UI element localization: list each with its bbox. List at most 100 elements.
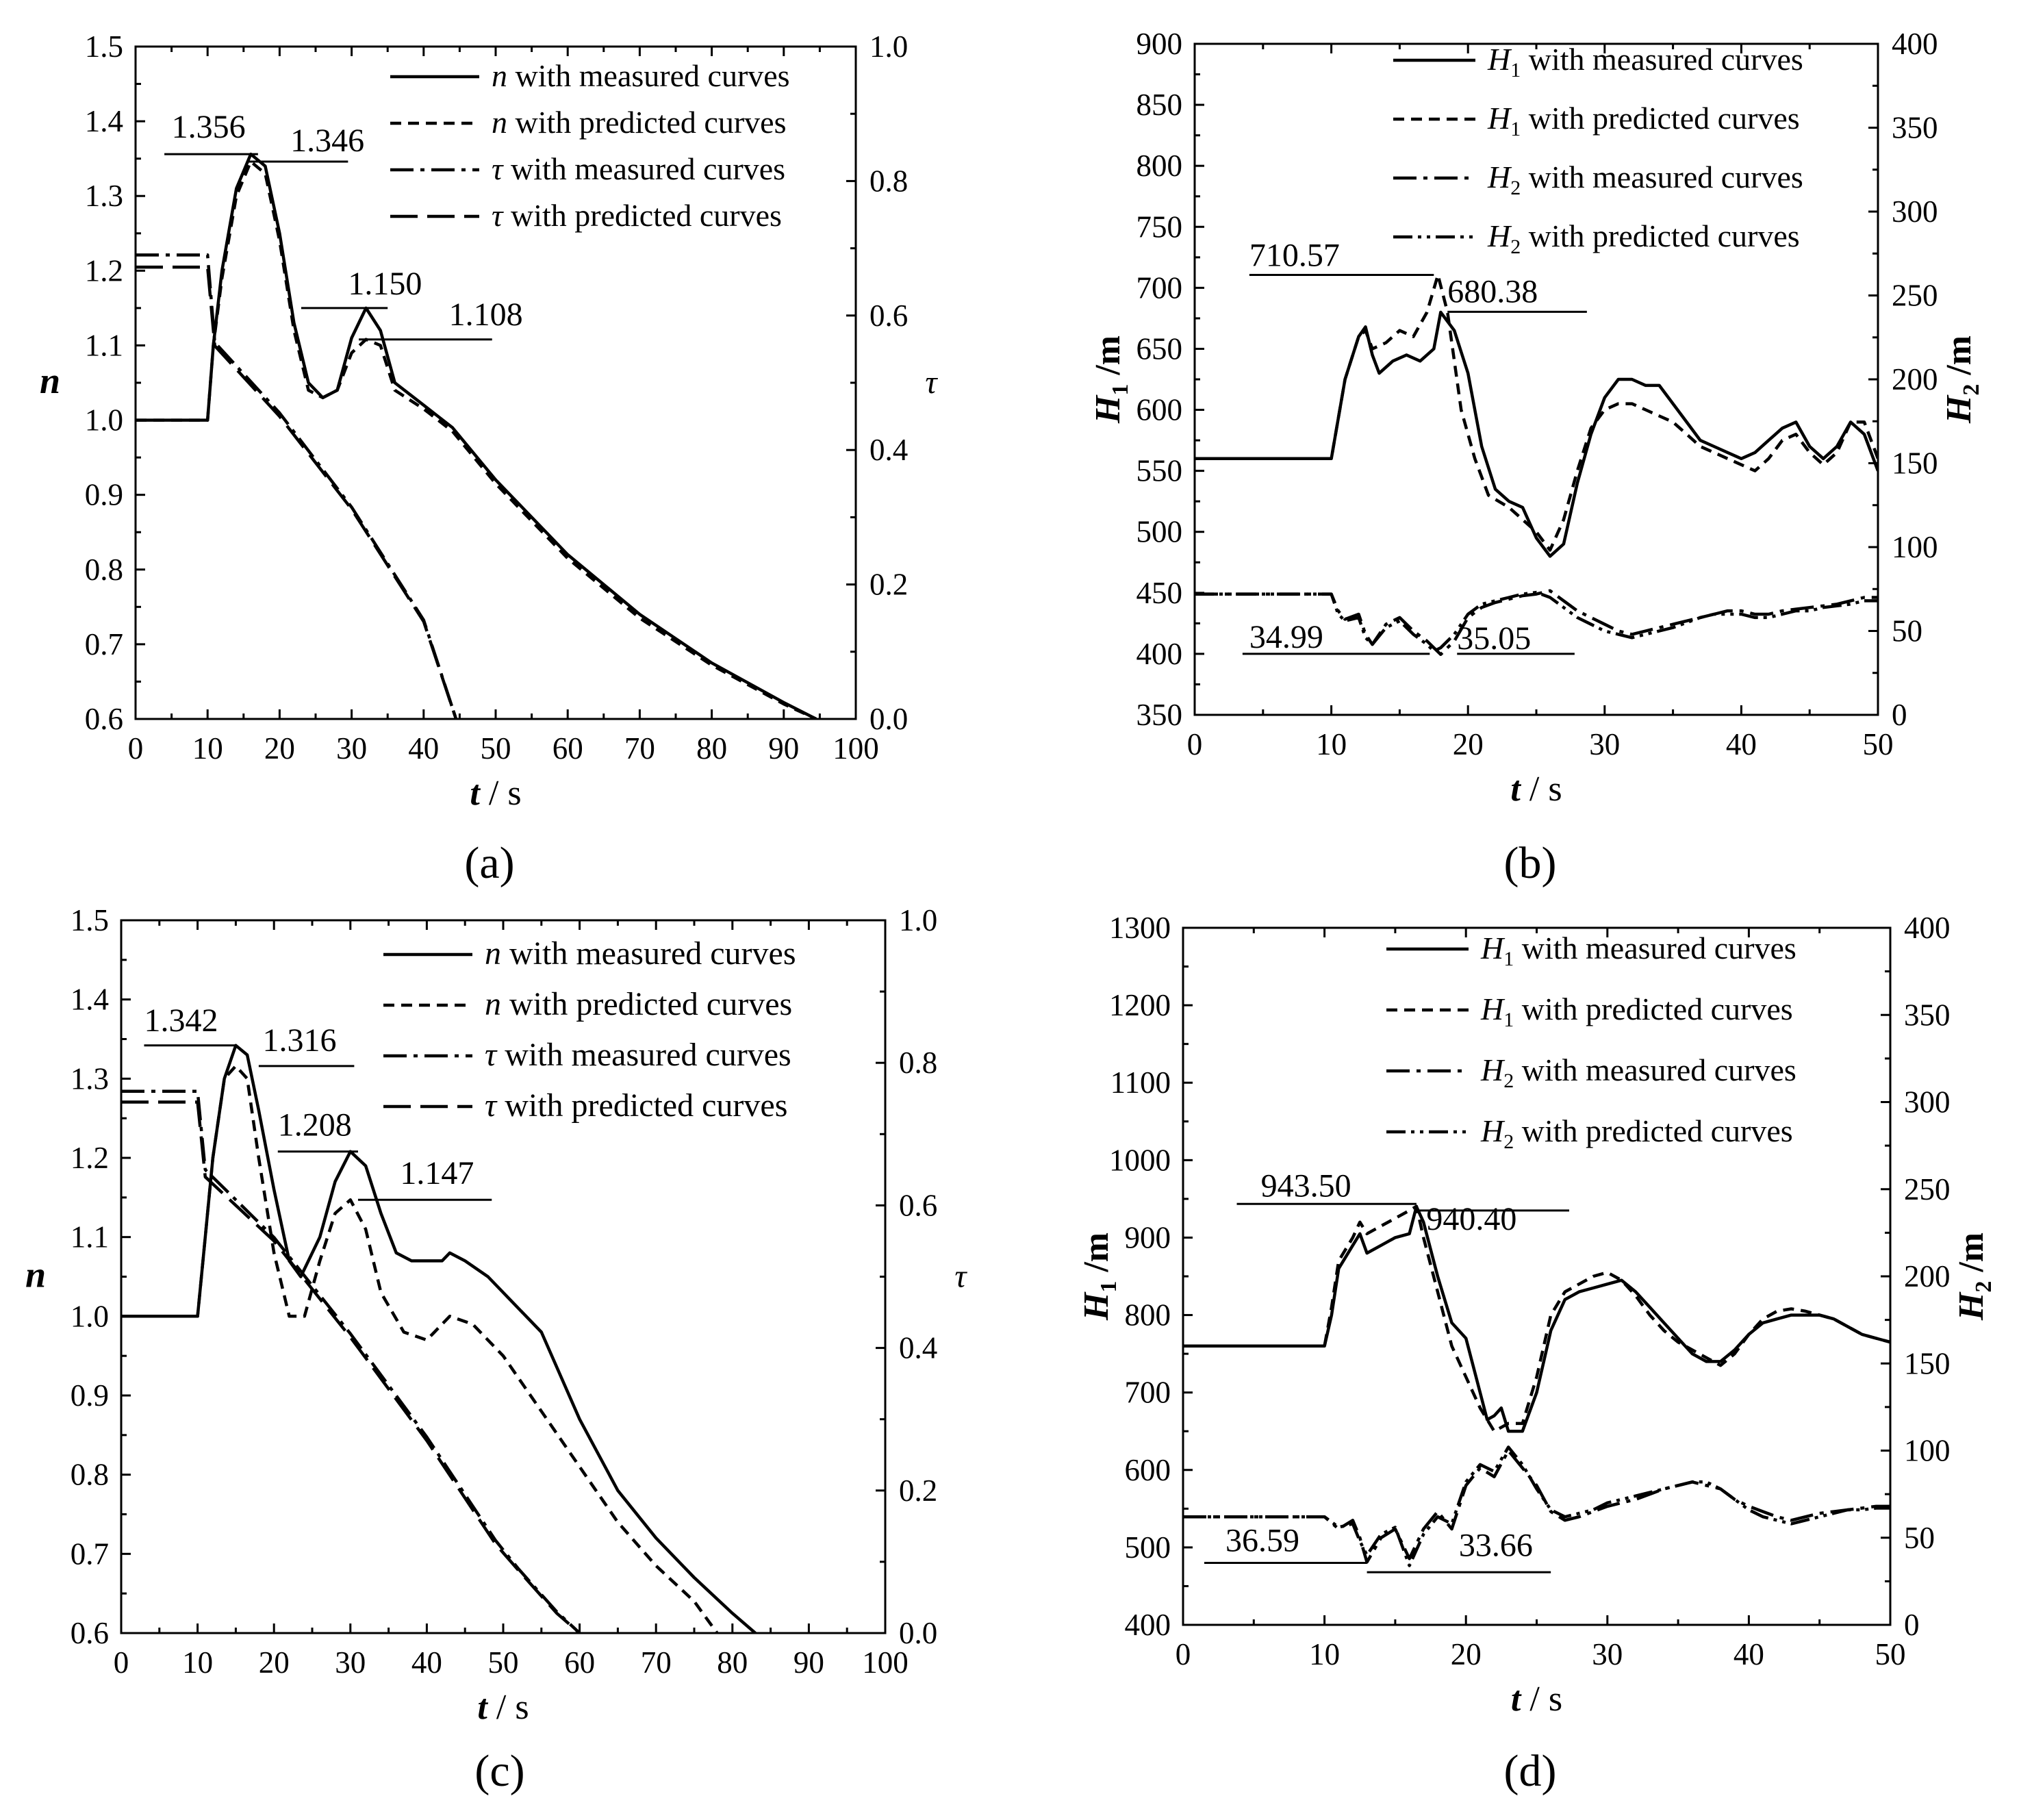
y-left-tick-label: 550 <box>1136 454 1183 488</box>
legend-entry: H1 with predicted curves <box>1487 101 1800 140</box>
y-left-tick-label: 1.4 <box>71 983 109 1017</box>
x-tick-label: 10 <box>182 1645 213 1680</box>
y-left-tick-label: 1.5 <box>71 903 109 937</box>
x-tick-label: 20 <box>1453 727 1484 761</box>
y-right-tick-label: 50 <box>1892 614 1922 648</box>
series-line-n-with-measured-curves <box>121 1044 757 1633</box>
legend-entry: n with measured curves <box>492 58 790 93</box>
legend-entry: n with predicted curves <box>492 105 786 140</box>
y-right-unit: /m <box>1952 1233 1991 1281</box>
y-left-axis-title: H1 /m <box>1089 336 1133 424</box>
x-axis-title: t / s <box>1511 1680 1562 1719</box>
y-left-tick-label: 1.3 <box>85 179 123 213</box>
y-right-tick-label: 300 <box>1904 1085 1951 1120</box>
y-right-tick-label: 0.2 <box>899 1474 937 1508</box>
legend-entry: n with predicted curves <box>485 986 792 1022</box>
legend-text: with measured curves <box>503 151 785 186</box>
y-left-tick-label: 0.6 <box>71 1616 109 1650</box>
y-right-tick-label: 250 <box>1892 279 1938 313</box>
y-left-tick-label: 850 <box>1136 88 1183 122</box>
y-right-tick-label: 0.6 <box>869 299 908 333</box>
x-axis-title: t / s <box>477 1688 529 1727</box>
y-right-tick-label: 0.8 <box>899 1046 937 1080</box>
y-left-tick-label: 0.9 <box>85 478 123 512</box>
annotation-label: 1.150 <box>348 266 422 302</box>
legend-symbol: n <box>485 935 501 972</box>
y-left-tick-label: 1200 <box>1109 988 1171 1022</box>
x-tick-label: 50 <box>1875 1637 1906 1671</box>
legend-text: with measured curves <box>1514 931 1796 965</box>
y-left-variable: H <box>1089 394 1128 424</box>
y-left-tick-label: 0.9 <box>71 1378 109 1413</box>
series-line--with-predicted-curves <box>136 265 458 719</box>
legend-symbol: H <box>1480 1052 1506 1087</box>
y-right-tick-label: 200 <box>1892 362 1938 396</box>
legend-text: with predicted curves <box>1521 218 1799 253</box>
series-line-h1-with-predicted-curves <box>1195 273 1878 552</box>
legend-symbol: n <box>492 58 507 93</box>
series-line-h1-with-predicted-curves <box>1183 1204 1890 1433</box>
x-axis-variable: t <box>1511 1680 1522 1719</box>
annotation-label: 710.57 <box>1249 237 1340 273</box>
legend-entry: H2 with measured curves <box>1487 160 1803 199</box>
legend-text: with predicted curves <box>1514 1113 1792 1148</box>
legend-entry: τ with measured curves <box>492 151 785 186</box>
x-axis-unit: / s <box>480 774 522 813</box>
legend-subscript: 1 <box>1510 59 1521 81</box>
y-left-tick-label: 1.1 <box>85 328 123 362</box>
legend-text: with measured curves <box>1514 1052 1796 1087</box>
panel-label-b: (b) <box>1504 838 1557 888</box>
y-left-tick-label: 750 <box>1136 210 1183 244</box>
legend-symbol: H <box>1480 991 1506 1026</box>
legend-text: with measured curves <box>501 935 796 972</box>
y-right-tick-label: 0.4 <box>899 1331 937 1365</box>
y-left-tick-label: 600 <box>1136 393 1183 427</box>
y-left-unit: /m <box>1089 336 1128 384</box>
y-right-tick-label: 350 <box>1904 998 1951 1032</box>
annotation-label: 943.50 <box>1261 1167 1351 1204</box>
x-tick-label: 40 <box>1726 727 1757 761</box>
y-left-tick-label: 0.8 <box>71 1458 109 1492</box>
legend-text: with predicted curves <box>496 1087 787 1124</box>
x-axis-unit: / s <box>1521 770 1562 809</box>
y-right-tick-label: 200 <box>1904 1259 1951 1293</box>
x-tick-label: 20 <box>264 731 295 766</box>
y-left-tick-label: 1.2 <box>71 1141 109 1175</box>
y-left-axis-title: n <box>40 360 60 401</box>
x-tick-label: 80 <box>696 731 727 766</box>
y-right-tick-label: 400 <box>1892 27 1938 61</box>
y-left-tick-label: 900 <box>1136 27 1183 61</box>
x-axis-unit: / s <box>487 1688 529 1727</box>
legend-symbol: n <box>485 986 501 1022</box>
y-left-tick-label: 1.2 <box>85 253 123 288</box>
y-left-axis-title: H1 /m <box>1077 1233 1121 1321</box>
y-left-variable: H <box>1077 1291 1116 1321</box>
y-right-tick-label: 0.0 <box>899 1616 937 1650</box>
y-right-tick-label: 400 <box>1904 911 1951 945</box>
x-tick-label: 10 <box>1309 1637 1340 1671</box>
x-tick-label: 0 <box>114 1645 129 1680</box>
series-line--with-measured-curves <box>121 1089 581 1633</box>
x-tick-label: 30 <box>1592 1637 1623 1671</box>
y-right-tick-label: 0.8 <box>869 164 908 198</box>
y-left-tick-label: 900 <box>1125 1220 1171 1254</box>
y-right-axis-title: τ <box>925 364 938 401</box>
legend-text: with predicted curves <box>503 198 781 233</box>
y-right-axis-title: H2 /m <box>1952 1233 1996 1321</box>
series-line-n-with-predicted-curves <box>136 160 817 719</box>
panel-label-d: (d) <box>1504 1746 1557 1796</box>
legend-symbol: H <box>1487 101 1512 136</box>
x-tick-label: 80 <box>717 1645 748 1680</box>
x-tick-label: 40 <box>408 731 439 766</box>
y-left-tick-label: 1.1 <box>71 1220 109 1254</box>
legend-entry: H2 with predicted curves <box>1480 1113 1793 1153</box>
series-line-h1-with-measured-curves <box>1183 1204 1890 1433</box>
legend-entry: n with measured curves <box>485 935 796 972</box>
y-left-tick-label: 600 <box>1125 1453 1171 1487</box>
chart-panel-c: 0 10 20 30 40 50 60 70 80 90 100 0.6 0.7 0.8 0.9 1.0 1.1… <box>25 903 967 1727</box>
legend-subscript: 1 <box>1503 948 1514 970</box>
y-right-axis-title: τ <box>954 1259 967 1295</box>
y-right-tick-label: 350 <box>1892 111 1938 145</box>
series-line--with-predicted-curves <box>121 1100 581 1633</box>
legend-text: with measured curves <box>496 1037 791 1073</box>
